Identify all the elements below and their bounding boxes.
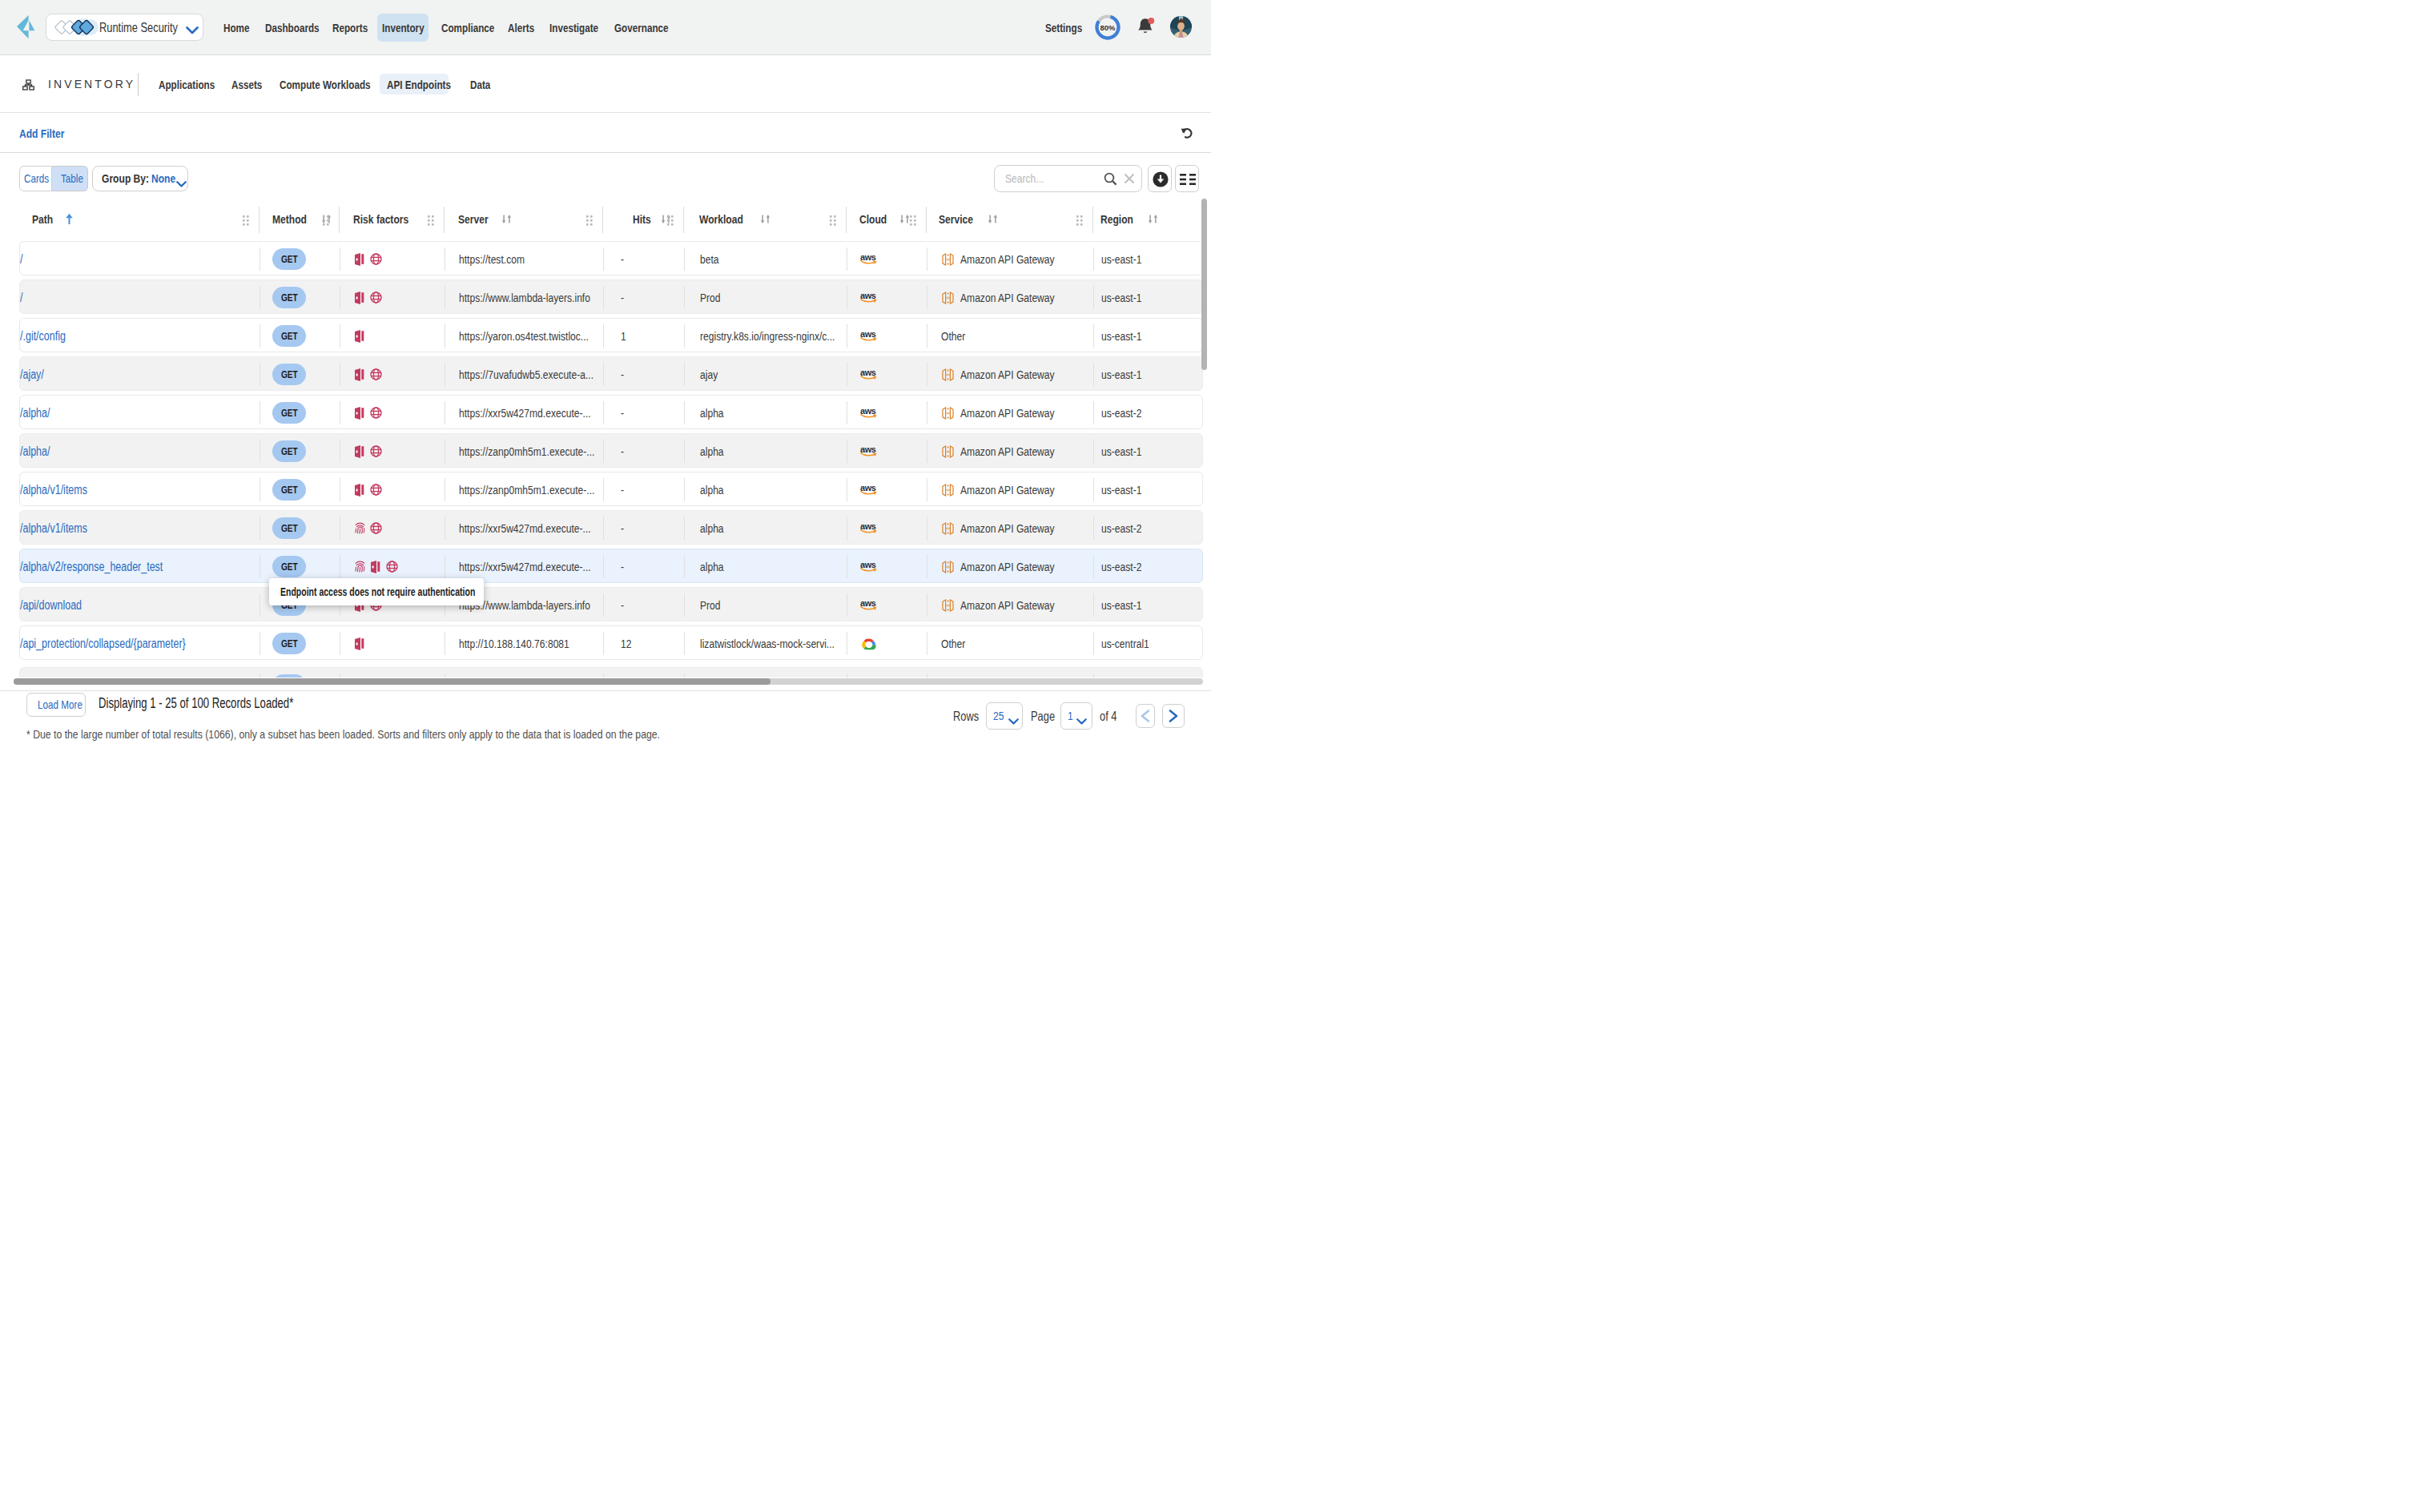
svg-text:aws: aws [860,445,876,454]
svg-text:aws: aws [860,522,876,531]
svg-text:aws: aws [860,407,876,416]
svg-text:aws: aws [860,484,876,493]
svg-text:aws: aws [860,599,876,608]
svg-text:aws: aws [860,561,876,569]
svg-text:aws: aws [860,330,876,339]
svg-text:aws: aws [860,292,876,300]
svg-text:aws: aws [860,368,876,377]
svg-text:aws: aws [860,253,876,262]
